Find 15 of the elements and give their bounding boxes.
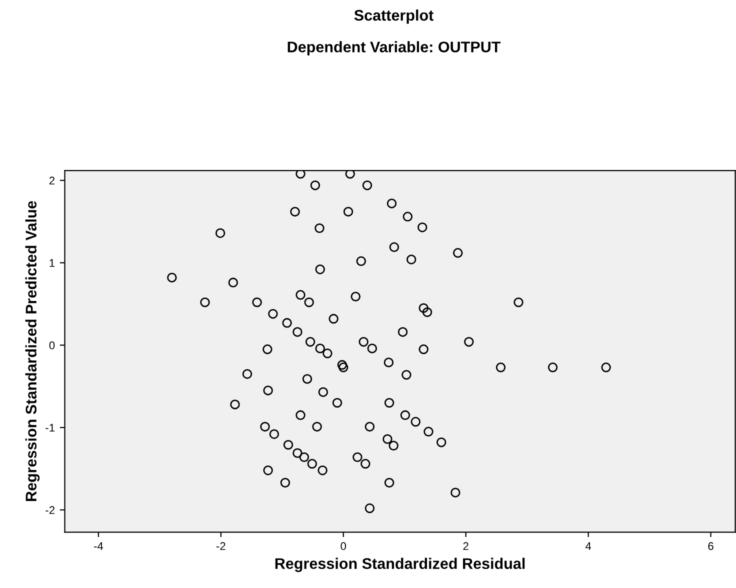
y-axis-title: Regression Standardized Predicted Value [25,201,40,502]
x-tick-label: 0 [340,542,346,550]
x-tick-label: 4 [585,542,592,550]
x-tick-label: -4 [94,542,104,550]
x-axis-title: Regression Standardized Residual [275,558,525,572]
x-tick-label: 2 [463,542,468,550]
y-tick-label: 1 [50,259,55,267]
x-tick-label: -2 [216,542,226,550]
y-tick-label: -2 [46,506,54,514]
x-tick-label: 6 [708,542,714,550]
chart-title: Scatterplot [354,10,434,24]
y-tick-label: 2 [49,176,54,184]
chart-subtitle: Dependent Variable: OUTPUT [288,41,501,56]
y-tick-label: 0 [49,341,55,350]
y-tick-label: -1 [46,424,55,432]
